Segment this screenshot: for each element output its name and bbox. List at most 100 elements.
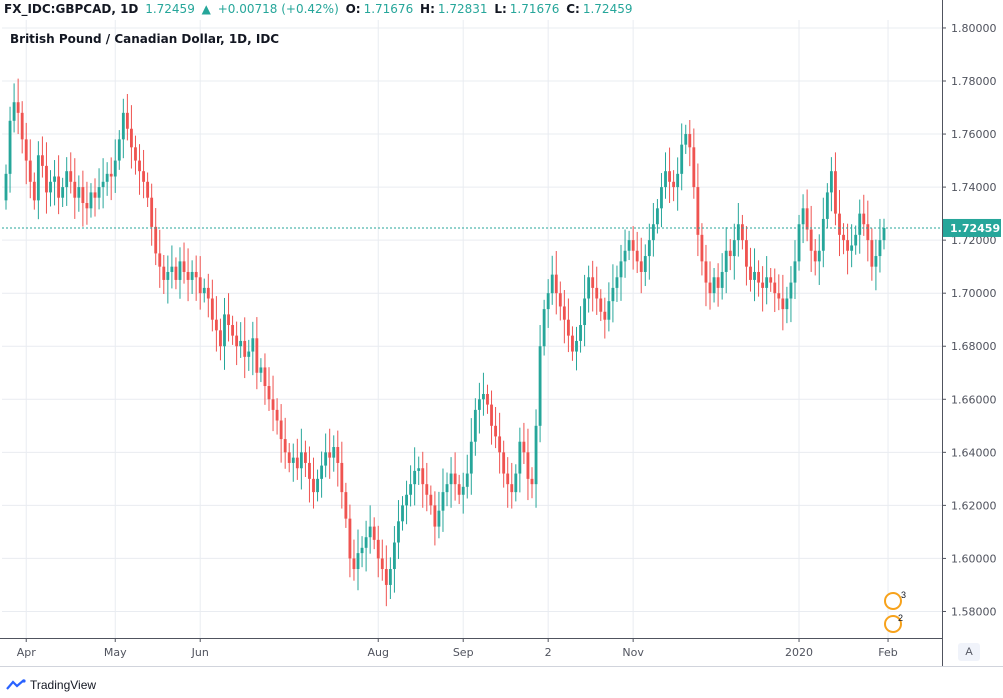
candle (61, 177, 65, 207)
candle-body (773, 282, 777, 294)
candle-body (376, 539, 380, 559)
candle (441, 468, 445, 532)
candle-body (336, 447, 340, 463)
y-tick-label: 1.68000 (951, 340, 997, 353)
candle-body (554, 274, 558, 294)
candle-body (251, 338, 255, 352)
candle-body (510, 484, 514, 493)
candle (530, 467, 534, 499)
candle-body (8, 120, 12, 174)
candle-body (502, 452, 506, 474)
candle-body (736, 224, 740, 241)
y-tick-label: 1.74000 (951, 181, 997, 194)
candle (692, 128, 696, 199)
candle (765, 256, 769, 305)
candle-body (704, 261, 708, 283)
candle (101, 158, 105, 209)
candle-body (441, 492, 445, 511)
candle-body (146, 181, 150, 198)
candle (571, 326, 574, 361)
candle (538, 325, 542, 443)
brand-name[interactable]: TradingView (30, 678, 97, 692)
candle-body (328, 452, 332, 458)
candle-body (16, 102, 20, 113)
candle (368, 505, 372, 554)
candle-body (275, 409, 279, 421)
symbol-name[interactable]: FX_IDC:GBPCAD, 1D (4, 2, 139, 16)
candle (150, 183, 154, 246)
candle (36, 141, 40, 220)
candle-body (518, 441, 522, 474)
candle-body (138, 160, 141, 172)
y-tick-label: 1.66000 (951, 393, 997, 406)
candle-body (239, 340, 243, 347)
candle (668, 147, 671, 204)
event-count-1: 3 (901, 590, 906, 600)
candle (243, 317, 247, 379)
candle (558, 281, 562, 321)
candle-body (817, 250, 821, 262)
candle-body (303, 452, 307, 463)
candle (105, 162, 109, 196)
close-value: 1.72459 (582, 2, 633, 16)
candle-body (295, 457, 299, 469)
candle (283, 417, 287, 469)
candle-body (89, 192, 93, 209)
candle-body (312, 478, 315, 493)
candle (878, 218, 882, 273)
y-tick-label: 1.62000 (951, 499, 997, 512)
candle (870, 228, 874, 281)
candle (194, 255, 198, 301)
candle (550, 255, 554, 305)
candle (461, 472, 465, 514)
candle (732, 223, 736, 280)
candle-body (850, 245, 854, 251)
candle-body (174, 266, 178, 280)
candle-body (769, 277, 773, 283)
candle (158, 229, 162, 288)
candle-body (166, 271, 170, 280)
auto-scale-button[interactable]: A (958, 643, 980, 661)
candle (631, 226, 635, 270)
candle (736, 203, 740, 257)
candle (850, 224, 854, 268)
last-price-label: 1.72459 (950, 222, 1000, 235)
y-tick-label: 1.80000 (951, 22, 997, 35)
candle-body (316, 478, 319, 493)
candle-body (753, 271, 756, 280)
candle (595, 266, 599, 315)
candle (45, 142, 48, 214)
candle (700, 223, 704, 276)
candle (397, 500, 400, 559)
candle-body (668, 171, 671, 182)
candle (781, 274, 785, 331)
candle-body (384, 569, 388, 585)
candle-body (162, 266, 166, 280)
candle-body (720, 271, 724, 288)
candle-body (117, 139, 121, 161)
candle-body (40, 155, 44, 166)
candle-body (700, 234, 704, 262)
candle (324, 433, 328, 478)
candle (615, 265, 619, 302)
candle (336, 430, 340, 487)
close-label: C: (566, 2, 580, 16)
low-value: 1.71676 (509, 2, 560, 16)
candle-body (558, 293, 562, 307)
candle (554, 251, 558, 315)
event-markers[interactable]: 3 2 (884, 590, 906, 633)
candle (413, 447, 417, 506)
candle-body (332, 447, 336, 458)
candle (142, 149, 145, 199)
candle (728, 239, 732, 271)
ca-flag-icon[interactable] (884, 615, 902, 633)
uk-flag-icon[interactable] (884, 592, 902, 610)
candle (753, 248, 756, 302)
candle-body (352, 558, 356, 570)
x-tick-label: May (104, 646, 127, 659)
candle-body (24, 139, 28, 161)
candle-body (243, 340, 247, 357)
candle-body (583, 298, 587, 326)
candle (708, 261, 712, 310)
